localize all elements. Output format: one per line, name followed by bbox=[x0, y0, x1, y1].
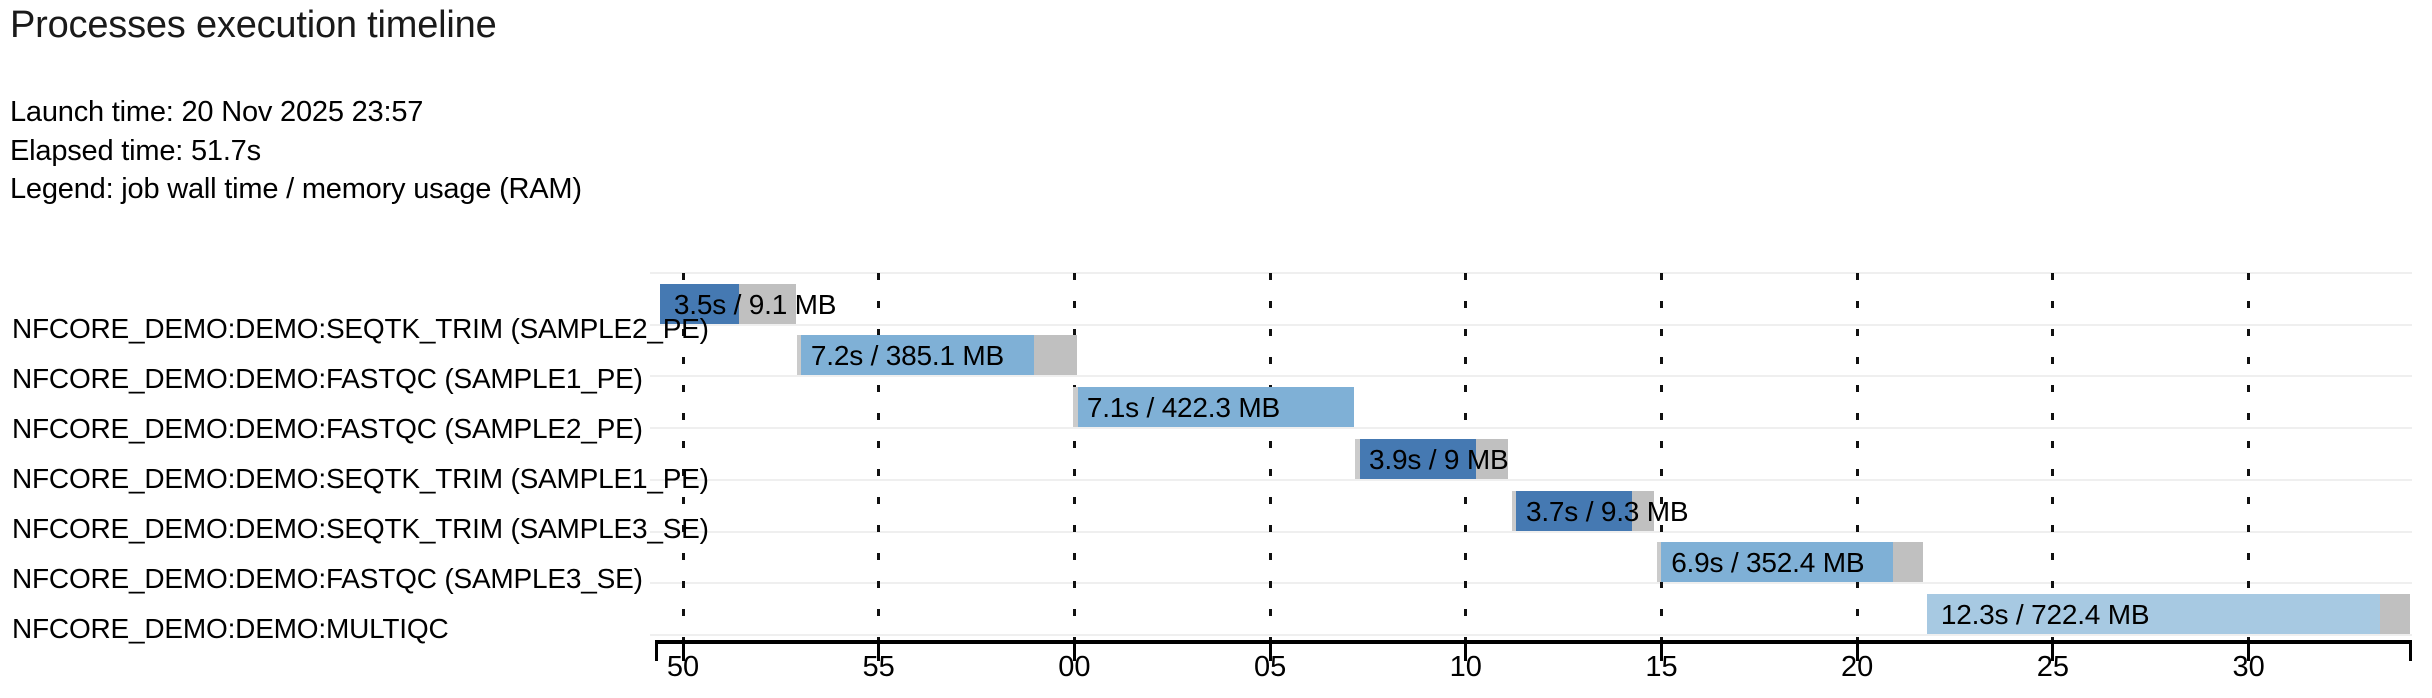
row-separator bbox=[650, 582, 2412, 585]
x-axis-tick-label: 30 bbox=[2232, 651, 2265, 683]
task-bar-queue-segment bbox=[1072, 387, 1078, 428]
x-axis-tick bbox=[2051, 640, 2055, 661]
process-label: NFCORE_DEMO:DEMO:FASTQC (SAMPLE2_PE) bbox=[12, 413, 643, 444]
x-axis-tick-label: 15 bbox=[1645, 651, 1678, 683]
row-separator bbox=[650, 530, 2412, 533]
process-label: NFCORE_DEMO:DEMO:SEQTK_TRIM (SAMPLE3_SE) bbox=[12, 513, 709, 544]
legend-text: Legend: job wall time / memory usage (RA… bbox=[10, 173, 582, 206]
task-bar-overhead-segment bbox=[2379, 593, 2410, 634]
elapsed-time-text: Elapsed time: 51.7s bbox=[10, 134, 261, 167]
task-bar-queue-segment bbox=[1355, 438, 1361, 479]
process-label: NFCORE_DEMO:DEMO:FASTQC (SAMPLE3_SE) bbox=[12, 563, 643, 594]
x-axis-tick-label: 20 bbox=[1841, 651, 1874, 683]
process-label: NFCORE_DEMO:DEMO:FASTQC (SAMPLE1_PE) bbox=[12, 363, 643, 394]
task-bar-label: 3.9s / 9 MB bbox=[1369, 443, 1509, 475]
x-axis-tick bbox=[681, 640, 685, 661]
x-axis-tick bbox=[1660, 640, 1663, 661]
task-bar-label: 3.5s / 9.1 MB bbox=[673, 288, 837, 320]
x-axis-tick-label: 10 bbox=[1449, 651, 1482, 683]
task-bar-run-segment bbox=[1661, 542, 1894, 583]
task-bar-run-segment bbox=[800, 335, 1035, 376]
task-bar-run-segment bbox=[1360, 438, 1476, 479]
report-meta: Launch time: 20 Nov 2025 23:57 Elapsed t… bbox=[10, 93, 582, 209]
task-bar-run-segment bbox=[1515, 490, 1633, 531]
process-label: NFCORE_DEMO:DEMO:SEQTK_TRIM (SAMPLE2_PE) bbox=[12, 313, 709, 344]
task-bar-queue-segment bbox=[796, 335, 801, 376]
task-bar-run-segment bbox=[1077, 387, 1354, 428]
task-bar-overhead-segment bbox=[738, 283, 797, 324]
x-axis-endcap bbox=[2408, 640, 2412, 661]
x-axis-tick-label: 55 bbox=[862, 651, 895, 683]
row-separator bbox=[650, 478, 2412, 481]
x-axis-tick bbox=[2247, 640, 2251, 661]
task-bar-overhead-segment bbox=[1034, 335, 1078, 376]
task-bar-label: 3.7s / 9.3 MB bbox=[1525, 495, 1689, 527]
task-bar-label: 7.1s / 422.3 MB bbox=[1086, 392, 1280, 424]
x-axis-tick-label: 50 bbox=[666, 651, 700, 683]
page-title: Processes execution timeline bbox=[10, 4, 497, 46]
task-bar-run-segment bbox=[659, 283, 739, 324]
x-axis-tick-label: 25 bbox=[2036, 651, 2070, 683]
task-bar-label: 12.3s / 722.4 MB bbox=[1940, 598, 2150, 630]
row-separator bbox=[650, 375, 2412, 378]
task-bar-overhead-segment bbox=[1632, 490, 1655, 531]
x-axis-tick bbox=[1072, 640, 1076, 661]
row-separator bbox=[650, 323, 2412, 326]
x-axis-endcap bbox=[654, 640, 658, 661]
task-bar-overhead-segment bbox=[1893, 542, 1923, 583]
gridline bbox=[1855, 273, 1859, 640]
x-axis-tick-label: 00 bbox=[1058, 651, 1091, 683]
task-bar-run-segment bbox=[1926, 593, 2380, 634]
process-label: NFCORE_DEMO:DEMO:SEQTK_TRIM (SAMPLE1_PE) bbox=[12, 463, 709, 494]
x-axis-tick bbox=[877, 640, 881, 661]
x-axis-tick bbox=[1268, 640, 1272, 661]
launch-time-text: Launch time: 20 Nov 2025 23:57 bbox=[10, 96, 424, 128]
x-axis-tick-label: 05 bbox=[1253, 651, 1287, 683]
gridline bbox=[1072, 273, 1076, 640]
x-axis-tick bbox=[1855, 640, 1859, 661]
x-axis-line bbox=[655, 640, 2411, 644]
task-bar-overhead-segment bbox=[1475, 438, 1509, 479]
x-axis-tick bbox=[1464, 640, 1468, 661]
row-separator bbox=[650, 427, 2412, 430]
task-bar-label: 7.2s / 385.1 MB bbox=[810, 340, 1005, 372]
gridline bbox=[2247, 273, 2251, 640]
gridline bbox=[2051, 273, 2055, 640]
task-bar-queue-segment bbox=[1511, 490, 1516, 531]
gridline bbox=[681, 273, 685, 640]
process-label: NFCORE_DEMO:DEMO:MULTIQC bbox=[12, 613, 449, 644]
task-bar-queue-segment bbox=[1657, 542, 1662, 583]
task-bar-label: 6.9s / 352.4 MB bbox=[1671, 547, 1865, 579]
gridline bbox=[877, 273, 881, 640]
gridline bbox=[1660, 273, 1663, 640]
gridline bbox=[1268, 273, 1272, 640]
row-separator bbox=[650, 272, 2412, 274]
row-separator bbox=[650, 633, 2412, 636]
